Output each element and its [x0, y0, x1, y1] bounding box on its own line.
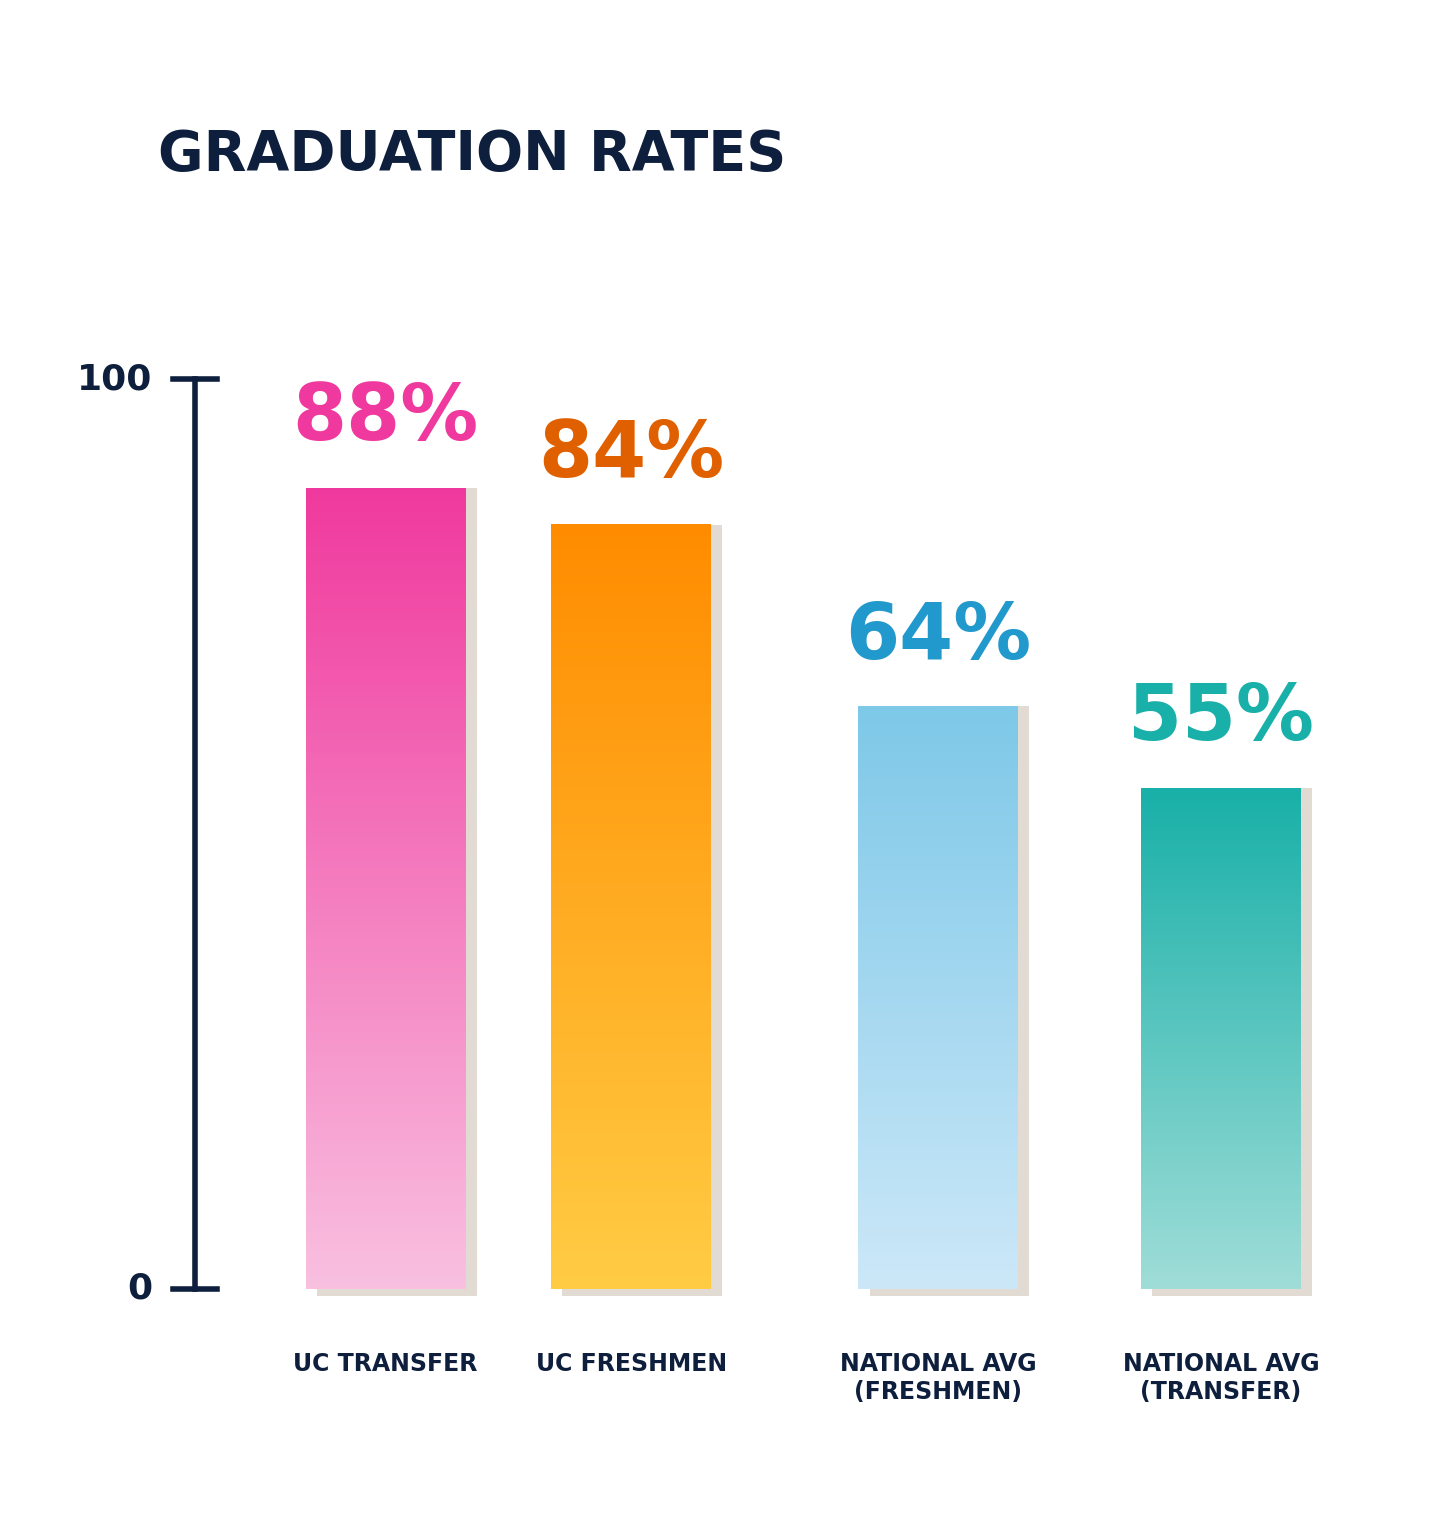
Text: 100: 100 [76, 362, 153, 396]
FancyBboxPatch shape [317, 488, 477, 1296]
FancyBboxPatch shape [563, 525, 721, 1296]
FancyBboxPatch shape [1152, 788, 1312, 1296]
Text: NATIONAL AVG
(FRESHMEN): NATIONAL AVG (FRESHMEN) [840, 1352, 1037, 1404]
Text: UC TRANSFER: UC TRANSFER [294, 1352, 478, 1377]
FancyBboxPatch shape [870, 706, 1030, 1296]
Text: 0: 0 [127, 1272, 153, 1305]
Text: 55%: 55% [1128, 681, 1313, 756]
Text: GRADUATION RATES: GRADUATION RATES [158, 127, 786, 182]
Text: 84%: 84% [539, 417, 724, 493]
Text: NATIONAL AVG
(TRANSFER): NATIONAL AVG (TRANSFER) [1123, 1352, 1319, 1404]
Text: 64%: 64% [845, 599, 1031, 675]
Text: 88%: 88% [292, 381, 478, 456]
Text: UC FRESHMEN: UC FRESHMEN [536, 1352, 727, 1377]
